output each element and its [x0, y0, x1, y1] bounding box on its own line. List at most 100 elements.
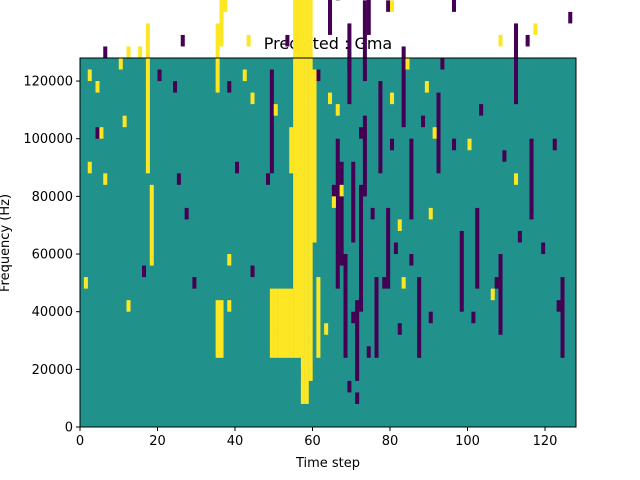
high-cell-324: [390, 0, 395, 12]
x-axis-label: Time step: [295, 456, 360, 471]
high-cell-315: [331, 196, 336, 208]
high-cell-338: [467, 138, 472, 151]
low-cell-57: [95, 127, 100, 139]
low-cell-0: [269, 69, 274, 174]
low-cell-50: [560, 277, 565, 358]
low-cell-161: [440, 58, 445, 70]
high-cell-344: [490, 288, 495, 301]
low-cell-19: [355, 300, 360, 381]
high-cell-223: [308, 0, 313, 381]
high-cell-282: [227, 300, 232, 312]
low-cell-169: [471, 311, 476, 324]
low-cell-73: [142, 265, 147, 278]
high-cell-333: [428, 207, 433, 220]
high-cell-216: [289, 127, 294, 174]
high-cell-234: [99, 127, 104, 139]
high-cell-245: [138, 46, 143, 58]
low-cell-175: [494, 277, 499, 289]
low-cell-191: [556, 300, 561, 312]
low-cell-11: [335, 138, 340, 289]
low-cell-36: [452, 0, 457, 12]
high-cell-212: [277, 288, 282, 358]
high-cell-316: [335, 104, 340, 116]
high-cell-217: [293, 0, 298, 358]
high-cell-228: [83, 277, 88, 289]
low-cell-23: [366, 0, 371, 35]
low-cell-183: [525, 34, 530, 47]
high-cell-211: [273, 288, 278, 358]
low-cell-16: [343, 254, 348, 358]
high-cell-220: [300, 0, 305, 404]
low-cell-33: [417, 277, 422, 358]
high-cell-208: [219, 300, 224, 358]
high-cell-290: [246, 34, 251, 47]
x-tick-label-3: 60: [304, 434, 321, 449]
high-cell-328: [397, 219, 402, 231]
heatmap-background: [80, 58, 576, 427]
high-cell-318: [339, 184, 344, 197]
low-cell-127: [347, 58, 352, 70]
low-cell-181: [517, 230, 522, 243]
high-cell-239: [126, 46, 131, 58]
high-cell-202: [149, 184, 154, 266]
x-tick-label-0: 0: [76, 434, 84, 449]
x-tick-label-5: 100: [455, 434, 480, 449]
high-cell-325: [390, 92, 395, 105]
low-cell-136: [366, 346, 371, 358]
high-cell-237: [122, 115, 127, 128]
low-cell-143: [382, 277, 387, 289]
high-cell-206: [215, 300, 220, 358]
low-cell-138: [370, 207, 375, 220]
low-cell-22: [362, 0, 367, 82]
high-cell-210: [269, 288, 274, 358]
low-cell-39: [475, 207, 480, 289]
y-axis-ticks: 0 20000 40000 60000 80000 100000 120000: [23, 75, 80, 436]
y-tick-label-0: 0: [65, 421, 73, 436]
low-cell-194: [568, 11, 573, 24]
low-cell-21: [362, 115, 367, 197]
low-cell-95: [235, 161, 240, 174]
plot-frame: [79, 57, 577, 428]
low-cell-20: [359, 184, 364, 312]
high-cell-350: [514, 173, 519, 185]
high-cell-238: [118, 58, 123, 70]
low-cell-109: [285, 34, 290, 47]
high-cell-294: [273, 104, 278, 116]
low-cell-141: [378, 81, 383, 93]
low-cell-171: [479, 104, 484, 116]
low-cell-14: [339, 161, 344, 266]
high-cell-288: [242, 69, 247, 82]
high-cell-215: [289, 288, 294, 358]
low-cell-125: [343, 254, 348, 266]
low-cell-150: [393, 242, 398, 255]
low-cell-24: [374, 277, 379, 358]
high-cell-332: [424, 81, 429, 93]
low-cell-26: [378, 92, 383, 174]
low-cell-44: [514, 23, 519, 105]
low-cell-151: [397, 323, 402, 335]
plot-area: [80, 0, 576, 427]
high-cell-233: [103, 173, 108, 185]
low-cell-148: [390, 138, 395, 151]
y-axis-label: Frequency (Hz): [0, 194, 13, 292]
low-cell-187: [541, 242, 546, 255]
low-cell-154: [409, 254, 414, 266]
low-cell-146: [386, 0, 391, 12]
high-cell-209: [223, 0, 228, 12]
low-cell-164: [452, 138, 457, 151]
high-cell-346: [498, 34, 503, 47]
x-tick-label-6: 120: [533, 434, 558, 449]
high-cell-213: [281, 288, 286, 358]
low-cell-30: [401, 46, 406, 128]
low-cell-81: [176, 173, 181, 185]
low-cell-37: [459, 230, 464, 312]
low-cell-32: [409, 138, 414, 220]
low-cell-77: [157, 69, 162, 82]
high-cell-218: [297, 0, 302, 358]
high-cell-356: [533, 23, 538, 35]
x-tick-label-4: 80: [382, 434, 399, 449]
high-cell-226: [316, 277, 321, 358]
x-axis-ticks: 0 20 40 60 80 100 120: [76, 427, 558, 449]
high-cell-291: [250, 92, 255, 105]
